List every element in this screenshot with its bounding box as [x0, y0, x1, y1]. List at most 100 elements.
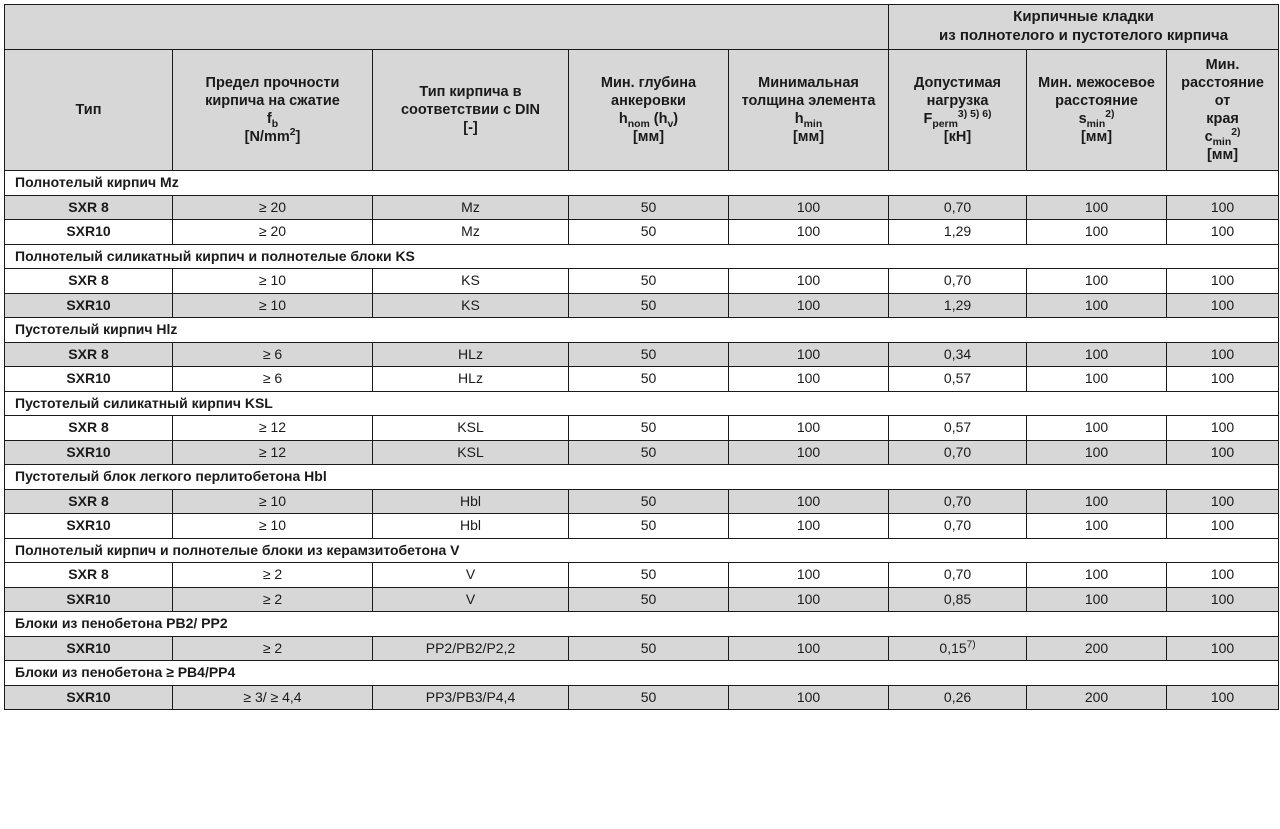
cell-smin: 100: [1027, 489, 1167, 514]
cell-hnom: 50: [569, 563, 729, 588]
cell-type: SXR10: [5, 440, 173, 465]
section-title: Полнотелый кирпич и полнотелые блоки из …: [5, 538, 1279, 563]
cell-din: Hbl: [373, 489, 569, 514]
cell-fperm: 0,70: [889, 269, 1027, 294]
section-header-row: Полнотелый силикатный кирпич и полнотелы…: [5, 244, 1279, 269]
cell-type: SXR10: [5, 367, 173, 392]
cell-fperm: 0,26: [889, 685, 1027, 710]
cell-hnom: 50: [569, 342, 729, 367]
cell-hmin: 100: [729, 636, 889, 661]
cell-type: SXR 8: [5, 195, 173, 220]
cell-din: KSL: [373, 416, 569, 441]
col-header-fperm: ДопустимаянагрузкаFperm3) 5) 6)[кН]: [889, 49, 1027, 171]
superheader-title: Кирпичные кладки из полнотелого и пустот…: [889, 5, 1279, 50]
cell-din: KS: [373, 269, 569, 294]
cell-cmin: 100: [1167, 685, 1279, 710]
table-body: Полнотелый кирпич MzSXR 8≥ 20Mz501000,70…: [5, 171, 1279, 710]
cell-hnom: 50: [569, 269, 729, 294]
table-row: SXR10≥ 12KSL501000,70100100: [5, 440, 1279, 465]
cell-fb: ≥ 3/ ≥ 4,4: [173, 685, 373, 710]
cell-din: HLz: [373, 342, 569, 367]
table-row: SXR 8≥ 10KS501000,70100100: [5, 269, 1279, 294]
col-header-fb: Предел прочностикирпича на сжатиеfb[N/mm…: [173, 49, 373, 171]
col-header-hmin: Минимальнаятолщина элементаhmin[мм]: [729, 49, 889, 171]
cell-hmin: 100: [729, 563, 889, 588]
cell-fperm: 0,157): [889, 636, 1027, 661]
cell-fperm: 1,29: [889, 293, 1027, 318]
col-header-type: Тип: [5, 49, 173, 171]
cell-hmin: 100: [729, 685, 889, 710]
cell-din: KS: [373, 293, 569, 318]
cell-hmin: 100: [729, 342, 889, 367]
table-row: SXR 8≥ 6HLz501000,34100100: [5, 342, 1279, 367]
cell-type: SXR10: [5, 220, 173, 245]
cell-hmin: 100: [729, 440, 889, 465]
section-header-row: Блоки из пенобетона PB2/ PP2: [5, 612, 1279, 637]
section-title: Полнотелый силикатный кирпич и полнотелы…: [5, 244, 1279, 269]
table-row: SXR 8≥ 20Mz501000,70100100: [5, 195, 1279, 220]
cell-din: PP3/PB3/P4,4: [373, 685, 569, 710]
col-header-din: Тип кирпича всоответствии с DIN[-]: [373, 49, 569, 171]
cell-din: Mz: [373, 195, 569, 220]
cell-smin: 100: [1027, 563, 1167, 588]
cell-fb: ≥ 12: [173, 416, 373, 441]
cell-type: SXR 8: [5, 269, 173, 294]
cell-fb: ≥ 12: [173, 440, 373, 465]
table-row: SXR10≥ 2V501000,85100100: [5, 587, 1279, 612]
cell-fperm: 0,70: [889, 514, 1027, 539]
cell-smin: 100: [1027, 514, 1167, 539]
cell-fb: ≥ 10: [173, 269, 373, 294]
cell-hmin: 100: [729, 367, 889, 392]
cell-fperm: 0,70: [889, 563, 1027, 588]
cell-type: SXR 8: [5, 489, 173, 514]
cell-type: SXR10: [5, 587, 173, 612]
cell-cmin: 100: [1167, 514, 1279, 539]
cell-din: PP2/PB2/P2,2: [373, 636, 569, 661]
col-header-smin: Мин. межосевоерасстояниеsmin2)[мм]: [1027, 49, 1167, 171]
cell-type: SXR 8: [5, 563, 173, 588]
cell-fperm: 0,85: [889, 587, 1027, 612]
cell-cmin: 100: [1167, 342, 1279, 367]
cell-hmin: 100: [729, 514, 889, 539]
cell-fperm: 0,70: [889, 440, 1027, 465]
col-header-hnom: Мин. глубинаанкеровкиhnom (hv)[мм]: [569, 49, 729, 171]
cell-hnom: 50: [569, 416, 729, 441]
section-title: Блоки из пенобетона ≥ PB4/PP4: [5, 661, 1279, 686]
table-column-header-row: ТипПредел прочностикирпича на сжатиеfb[N…: [5, 49, 1279, 171]
cell-type: SXR10: [5, 685, 173, 710]
cell-cmin: 100: [1167, 440, 1279, 465]
section-header-row: Блоки из пенобетона ≥ PB4/PP4: [5, 661, 1279, 686]
cell-cmin: 100: [1167, 587, 1279, 612]
section-title: Пустотелый блок легкого перлитобетона Hb…: [5, 465, 1279, 490]
section-title: Блоки из пенобетона PB2/ PP2: [5, 612, 1279, 637]
cell-hmin: 100: [729, 220, 889, 245]
cell-hnom: 50: [569, 440, 729, 465]
cell-fb: ≥ 2: [173, 563, 373, 588]
cell-hmin: 100: [729, 293, 889, 318]
cell-hmin: 100: [729, 195, 889, 220]
cell-fperm: 0,57: [889, 367, 1027, 392]
table-superheader-row: Кирпичные кладки из полнотелого и пустот…: [5, 5, 1279, 50]
cell-cmin: 100: [1167, 416, 1279, 441]
cell-fb: ≥ 20: [173, 195, 373, 220]
cell-din: HLz: [373, 367, 569, 392]
table-row: SXR10≥ 3/ ≥ 4,4PP3/PB3/P4,4501000,262001…: [5, 685, 1279, 710]
cell-din: V: [373, 563, 569, 588]
section-header-row: Пустотелый кирпич Hlz: [5, 318, 1279, 343]
cell-din: KSL: [373, 440, 569, 465]
section-title: Пустотелый кирпич Hlz: [5, 318, 1279, 343]
cell-din: Mz: [373, 220, 569, 245]
table-row: SXR10≥ 10Hbl501000,70100100: [5, 514, 1279, 539]
cell-fperm: 0,70: [889, 195, 1027, 220]
cell-smin: 100: [1027, 416, 1167, 441]
cell-hnom: 50: [569, 636, 729, 661]
cell-cmin: 100: [1167, 489, 1279, 514]
col-header-cmin: Мин.расстояние откраяcmin2)[мм]: [1167, 49, 1279, 171]
section-header-row: Полнотелый кирпич и полнотелые блоки из …: [5, 538, 1279, 563]
table-row: SXR 8≥ 10Hbl501000,70100100: [5, 489, 1279, 514]
cell-fb: ≥ 6: [173, 367, 373, 392]
cell-hmin: 100: [729, 489, 889, 514]
superheader-blank: [5, 5, 889, 50]
cell-fb: ≥ 2: [173, 636, 373, 661]
cell-cmin: 100: [1167, 293, 1279, 318]
